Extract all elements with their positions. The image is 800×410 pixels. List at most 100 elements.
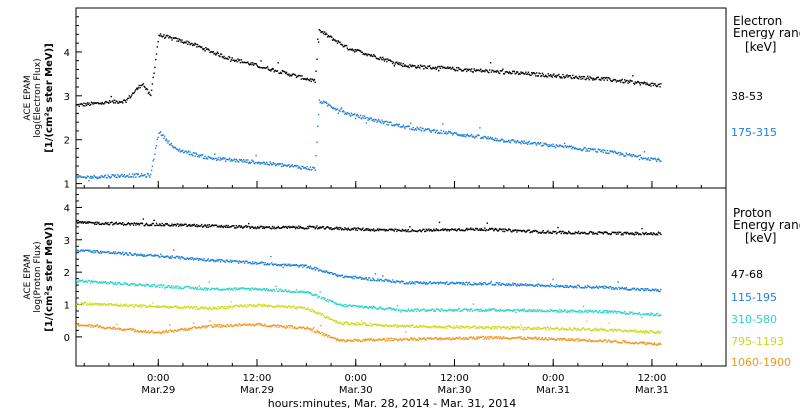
data-point	[90, 101, 93, 103]
data-point	[238, 288, 241, 290]
data-point	[393, 325, 395, 327]
data-point	[225, 57, 228, 60]
data-point	[300, 306, 302, 308]
data-point	[562, 230, 564, 233]
data-point	[307, 307, 309, 309]
data-point	[236, 61, 238, 63]
data-point	[402, 124, 404, 126]
data-point	[321, 331, 323, 334]
data-point	[149, 331, 151, 334]
data-point	[484, 70, 486, 73]
data-point	[346, 276, 349, 278]
data-point	[380, 308, 382, 310]
data-point	[531, 72, 533, 74]
data-point	[192, 154, 194, 157]
data-point	[401, 309, 404, 311]
data-point	[639, 330, 641, 332]
data-point	[306, 266, 308, 269]
data-point	[635, 155, 637, 158]
data-point	[415, 310, 418, 312]
data-point	[533, 285, 535, 287]
data-point	[428, 337, 430, 340]
data-point	[251, 159, 253, 161]
data-point	[657, 314, 660, 317]
data-point	[280, 325, 282, 327]
data-point	[135, 89, 137, 91]
data-point	[644, 82, 646, 84]
data-point	[126, 175, 128, 177]
data-point	[620, 330, 623, 332]
data-point	[110, 281, 112, 283]
data-point	[290, 307, 293, 309]
data-point	[264, 226, 266, 228]
data-point	[655, 288, 657, 290]
data-point	[233, 260, 235, 262]
data-point	[556, 145, 558, 147]
data-point	[377, 58, 379, 60]
data-point	[376, 57, 378, 60]
data-point	[242, 260, 244, 263]
data-point	[267, 325, 270, 328]
data-point	[303, 328, 306, 330]
data-point	[122, 329, 124, 331]
data-point	[468, 337, 470, 339]
data-point	[546, 309, 548, 312]
data-point	[549, 338, 551, 340]
data-point	[358, 277, 360, 279]
data-point	[140, 84, 142, 87]
data-point	[594, 286, 596, 288]
data-point	[318, 227, 321, 229]
data-point	[531, 231, 534, 233]
data-point	[574, 339, 576, 341]
data-point	[218, 226, 220, 228]
data-point	[290, 325, 293, 327]
data-point	[632, 287, 634, 289]
data-point	[455, 69, 457, 71]
data-point	[188, 307, 191, 310]
data-point	[196, 46, 198, 48]
data-point	[378, 280, 381, 282]
data-point	[415, 128, 417, 130]
data-point	[216, 287, 219, 289]
data-point	[382, 324, 384, 326]
data-point	[199, 307, 201, 309]
data-point	[161, 222, 163, 225]
data-point	[469, 336, 471, 338]
data-point	[288, 325, 290, 327]
data-point	[98, 221, 100, 224]
data-point	[208, 156, 210, 159]
data-point	[76, 220, 78, 223]
data-point	[620, 287, 623, 290]
data-point	[104, 100, 107, 103]
data-point	[271, 225, 274, 228]
data-point	[582, 77, 584, 80]
data-point	[563, 328, 565, 331]
data-point	[251, 324, 253, 326]
data-point	[192, 259, 195, 261]
data-point	[406, 66, 409, 68]
data-point	[490, 309, 493, 311]
data-point	[562, 285, 564, 287]
data-point	[137, 173, 140, 175]
data-point	[644, 157, 646, 159]
data-point	[576, 287, 578, 289]
data-point	[642, 83, 645, 85]
data-point	[640, 156, 642, 159]
data-point	[549, 338, 552, 340]
data-point	[519, 229, 521, 232]
data-point	[111, 174, 113, 176]
data-point	[565, 146, 567, 149]
data-point	[594, 232, 596, 235]
data-point	[498, 310, 501, 312]
data-point	[141, 84, 143, 87]
data-point	[118, 176, 121, 178]
data-point	[196, 287, 199, 289]
data-point	[577, 338, 580, 340]
data-point	[192, 322, 195, 324]
data-point	[361, 277, 363, 279]
data-point	[198, 45, 200, 47]
data-point	[257, 66, 260, 68]
data-point	[214, 306, 216, 309]
data-point	[605, 231, 608, 234]
data-point	[430, 283, 432, 285]
